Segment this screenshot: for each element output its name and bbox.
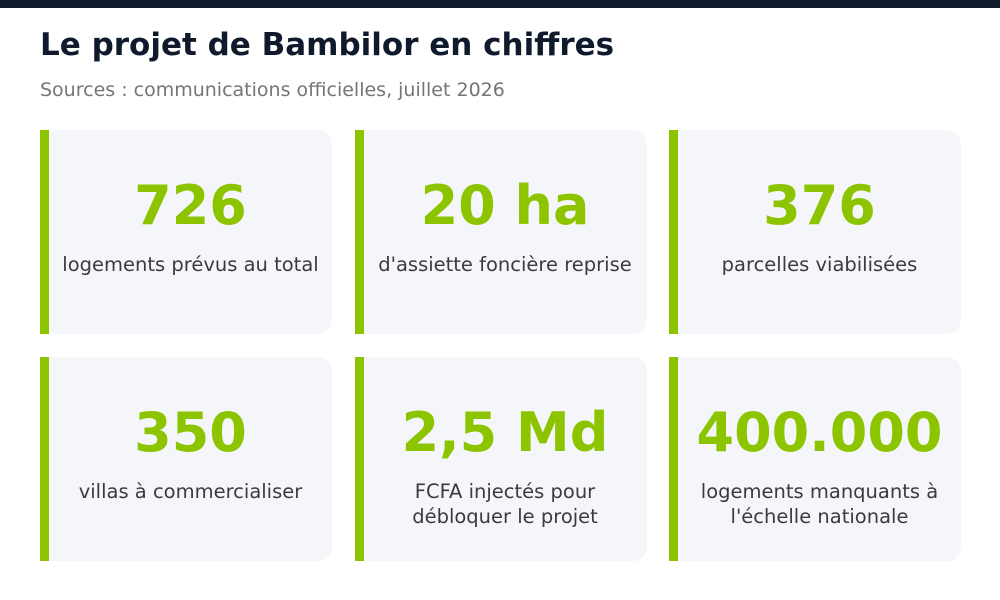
stat-card-plots: 376 parcelles viabilisées xyxy=(669,130,961,334)
stat-card-national-deficit: 400.000 logements manquants à l'échelle … xyxy=(669,357,961,561)
stat-value: 350 xyxy=(134,401,247,464)
stat-value: 376 xyxy=(763,174,876,237)
stat-label: parcelles viabilisées xyxy=(721,253,918,276)
stat-value: 400.000 xyxy=(696,401,943,464)
stat-value: 20 ha xyxy=(420,174,590,237)
stat-card-villas: 350 villas à commercialiser xyxy=(40,357,332,561)
stat-card-funding: 2,5 Md FCFA injectés pour débloquer le p… xyxy=(354,357,647,561)
page-title: Le projet de Bambilor en chiffres xyxy=(40,27,615,63)
stat-label: d'assiette foncière reprise xyxy=(378,253,632,276)
page-subtitle: Sources : communications officielles, ju… xyxy=(40,79,505,101)
stat-value: 2,5 Md xyxy=(401,401,609,464)
stat-label: logements prévus au total xyxy=(62,253,319,276)
stats-grid: 726 logements prévus au total 20 ha d'as… xyxy=(40,130,961,561)
stat-label: FCFA injectés pour débloquer le projet xyxy=(412,480,598,528)
stat-label: logements manquants à l'échelle national… xyxy=(700,480,939,528)
stat-label: villas à commercialiser xyxy=(78,480,303,503)
top-accent-bar xyxy=(0,0,1000,8)
stat-card-land-area: 20 ha d'assiette foncière reprise xyxy=(354,130,647,334)
stat-value: 726 xyxy=(134,174,247,237)
stat-card-housing-total: 726 logements prévus au total xyxy=(40,130,332,334)
